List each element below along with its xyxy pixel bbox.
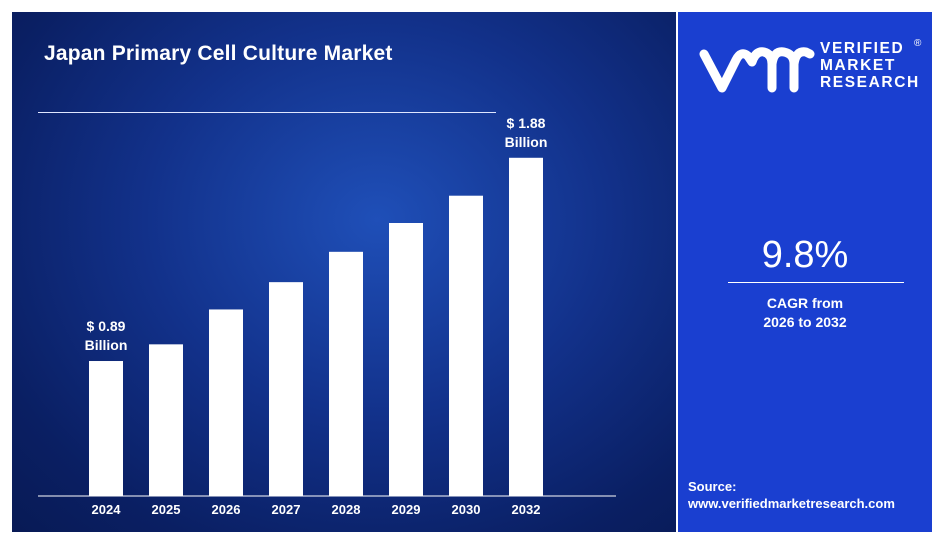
x-tick-label: 2028 [332, 502, 361, 517]
bar-chart: 2024 2025 2026 2027 2028 2029 2030 2032 $ 0.89 B… [38, 115, 616, 517]
data-label-unit: Billion [505, 134, 548, 150]
cagr-value: 9.8% [761, 234, 849, 276]
cagr-label-line-2: 2026 to 2032 [763, 314, 847, 330]
vmr-logo-icon [699, 47, 815, 93]
x-tick-label: 2024 [92, 502, 122, 517]
chart-title: Japan Primary Cell Culture Market [44, 42, 393, 65]
cagr-label: CAGR from 2026 to 2032 [678, 294, 932, 332]
bar-2030 [449, 195, 483, 496]
infographic-frame: Japan Primary Cell Culture Market 2024 20… [12, 12, 932, 532]
chart-panel: Japan Primary Cell Culture Market 2024 20… [12, 12, 676, 532]
data-label-unit: Billion [85, 337, 128, 353]
cagr-divider [728, 282, 904, 283]
bar-2027 [269, 282, 303, 496]
data-label-value: $ 1.88 [507, 115, 546, 131]
data-label-value: $ 0.89 [87, 318, 126, 334]
brand-line-3: RESEARCH [820, 74, 920, 91]
brand-name: VERIFIED MARKET RESEARCH [820, 40, 920, 91]
cagr-label-line-1: CAGR from [766, 295, 844, 311]
bar-2032 [509, 157, 543, 497]
source-label: Source: [688, 479, 737, 494]
summary-panel: VERIFIED MARKET RESEARCH ® 9.8% CAGR fro… [678, 12, 932, 532]
brand-line-2: MARKET [820, 57, 896, 74]
bar-2024 [89, 361, 123, 496]
x-tick-label: 2029 [392, 502, 421, 517]
x-tick-label: 2032 [512, 502, 541, 517]
x-tick-label: 2030 [452, 502, 481, 517]
bar-2029 [389, 223, 423, 496]
title-divider [38, 112, 496, 113]
bar-2025 [149, 344, 183, 496]
registered-mark: ® [914, 38, 922, 49]
source-note: Source: www.verifiedmarketresearch.com [688, 478, 895, 512]
brand-logo: VERIFIED MARKET RESEARCH ® [698, 38, 924, 100]
brand-line-1: VERIFIED [820, 40, 905, 57]
x-tick-label: 2025 [152, 502, 181, 517]
bar-2028 [329, 251, 363, 496]
source-url: www.verifiedmarketresearch.com [688, 496, 895, 511]
bar-2026 [209, 309, 243, 496]
x-tick-label: 2026 [212, 502, 241, 517]
x-tick-label: 2027 [272, 502, 301, 517]
